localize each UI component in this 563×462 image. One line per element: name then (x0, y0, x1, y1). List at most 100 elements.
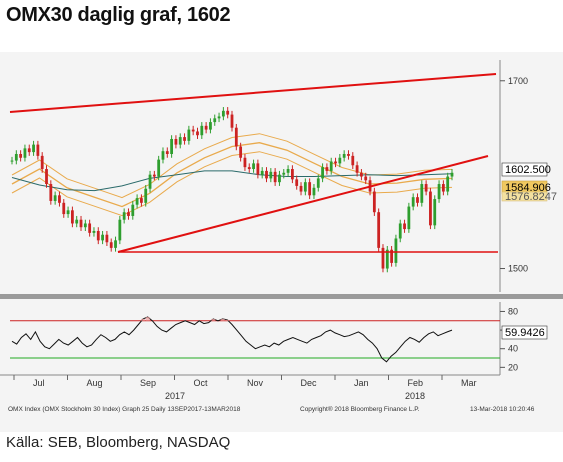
candle-body (239, 146, 243, 158)
footer-copyright: Copyright® 2018 Bloomberg Finance L.P. (300, 406, 420, 413)
price-value-box (501, 191, 548, 202)
rsi-line (11, 316, 453, 363)
candle-body (424, 184, 428, 192)
candle-body (213, 118, 217, 123)
candle-body (183, 137, 186, 141)
candle-body (278, 174, 281, 183)
price-value-label: 1584.906 (505, 182, 551, 194)
candle-body (191, 129, 195, 132)
candle-body (265, 170, 268, 179)
candle-body (170, 138, 174, 154)
month-label: Sep (140, 378, 156, 388)
moving-average-band-line (11, 133, 453, 199)
candle-body (196, 131, 199, 136)
candle-body (105, 234, 109, 243)
candle-body (377, 212, 381, 248)
candle-body (243, 157, 247, 168)
candle-body (101, 234, 104, 241)
candle-body (83, 223, 87, 228)
candle-body (230, 114, 234, 128)
price-tick-label: 1500 (508, 264, 528, 274)
page-title: OMX30 daglig graf, 1602 (6, 4, 231, 26)
candle-body (334, 161, 337, 164)
candle-body (411, 197, 415, 207)
candle-body (140, 198, 143, 203)
candle-body (407, 206, 411, 230)
candle-body (53, 195, 57, 201)
candle-body (325, 167, 329, 171)
month-label: Jul (33, 378, 45, 388)
candle-body (23, 148, 27, 158)
candle-body (66, 210, 70, 215)
candle-body (437, 184, 441, 200)
candle-body (338, 157, 342, 164)
candle-body (109, 242, 113, 248)
candle-body (420, 184, 424, 203)
candle-body (144, 188, 148, 203)
candle-body (165, 151, 169, 154)
candle-body (385, 249, 389, 269)
upper-trendline (9, 73, 497, 113)
footer-index-info: OMX Index (OMX Stockholm 30 Index) Graph… (8, 406, 241, 413)
candle-body (372, 191, 376, 213)
candle-body (286, 169, 290, 173)
candle-body (321, 167, 324, 179)
candle-body (200, 125, 204, 136)
rsi-tick-label: 20 (508, 362, 518, 372)
candle-body (221, 110, 225, 117)
candle-body (269, 171, 273, 179)
month-label: Nov (247, 378, 264, 388)
candle-body (88, 223, 92, 233)
candle-body (403, 223, 406, 230)
price-value-label: 1602.500 (505, 164, 551, 176)
chart-area (0, 52, 563, 432)
rsi-overbought-fill (211, 318, 216, 321)
rsi-overbought-fill (225, 319, 230, 321)
candle-body (273, 171, 277, 183)
candle-body (118, 219, 122, 241)
candle-body (312, 187, 316, 196)
candle-body (36, 144, 40, 156)
candle-body (295, 179, 299, 186)
candle-body (234, 127, 238, 147)
candle-body (75, 219, 79, 224)
candle-body (329, 161, 333, 171)
rsi-tick-label: 80 (508, 306, 518, 316)
candle-body (446, 176, 450, 192)
candle-body (92, 230, 96, 233)
month-label: Mar (461, 378, 477, 388)
candle-body (114, 240, 117, 248)
candle-body (351, 155, 355, 166)
candle-body (19, 154, 23, 158)
rsi-value-label: 59.9426 (505, 327, 545, 339)
candle-body (416, 197, 419, 203)
candle-body (299, 185, 303, 192)
rsi-overbought-fill (145, 317, 150, 321)
candle-body (303, 182, 307, 192)
candle-body (441, 184, 445, 192)
candle-body (282, 172, 286, 175)
candle-body (260, 170, 264, 175)
candle-body (433, 199, 437, 226)
candle-body (381, 247, 385, 269)
candle-body (152, 174, 156, 177)
panel-separator (0, 294, 563, 299)
candle-body (157, 159, 161, 177)
rsi-tick-label: 40 (508, 344, 518, 354)
month-label: Aug (87, 378, 103, 388)
candle-body (10, 160, 14, 162)
candle-body (58, 195, 61, 203)
candle-body (316, 178, 320, 188)
year-label: 2017 (165, 391, 185, 401)
price-value-label: 1576.8247 (505, 191, 557, 203)
candle-body (347, 154, 350, 156)
candle-body (204, 125, 208, 130)
candle-body (161, 151, 165, 160)
candle-body (49, 184, 53, 201)
candle-body (131, 204, 135, 216)
candle-body (364, 176, 368, 181)
candle-body (135, 198, 139, 205)
candle-body (32, 144, 35, 153)
candle-body (148, 174, 152, 189)
candle-body (62, 202, 66, 215)
